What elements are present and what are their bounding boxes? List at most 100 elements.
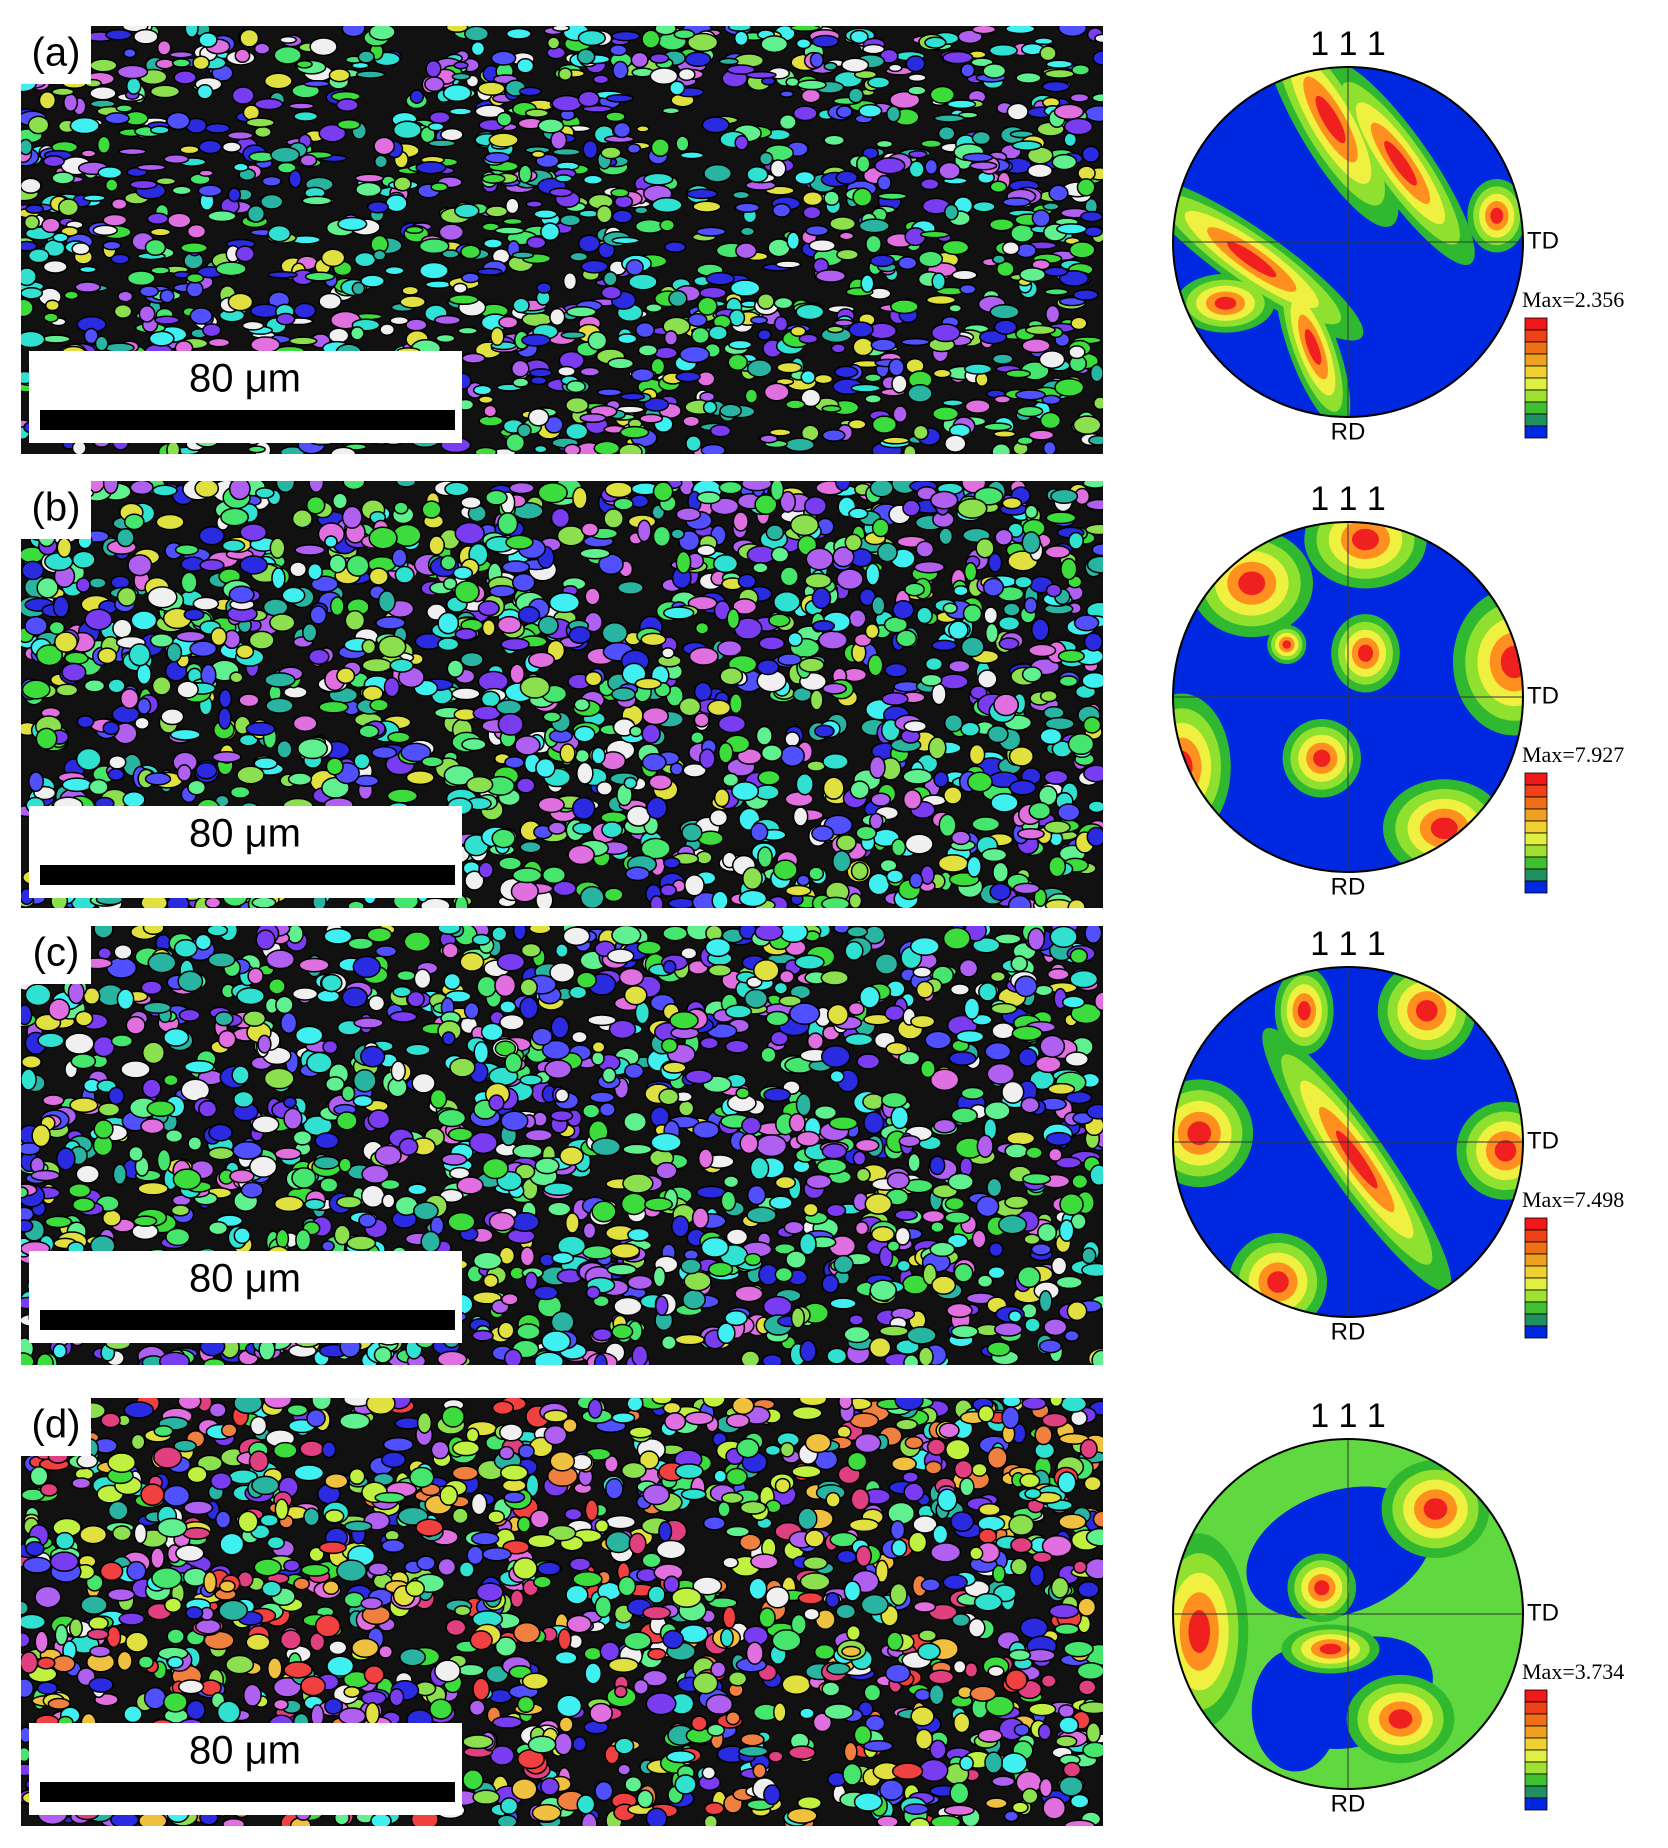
grain [729,279,761,297]
grain [737,573,757,589]
grain [298,957,330,973]
grain [739,226,756,237]
grain [389,315,410,326]
grain [896,1259,912,1273]
grain [56,1147,76,1171]
grain [655,1161,678,1180]
grain [496,111,513,127]
grain [959,283,977,295]
grain [514,735,541,756]
colorbar-step [1524,365,1548,379]
grain [21,560,45,581]
grain [821,428,846,442]
grain [929,85,955,104]
grain [437,637,460,652]
grain [920,139,943,149]
grain [734,134,749,151]
grain [823,61,838,71]
grain [221,141,242,153]
grain [248,630,275,650]
grain [102,213,128,227]
grain [61,662,87,682]
grain [97,647,118,665]
grain [924,656,944,672]
grain [112,1163,128,1186]
grain [778,994,803,1007]
grain [1020,1096,1040,1114]
grain [789,513,820,537]
grain [21,1186,29,1199]
grain [785,399,806,410]
grain [953,584,969,597]
grain [788,1112,806,1133]
grain [140,1118,165,1135]
grain [991,443,1012,454]
grain [684,51,712,67]
grain [112,618,133,639]
grain [832,850,852,873]
grain [551,1251,575,1265]
grain [273,45,302,65]
grain [822,776,845,800]
grain [720,1190,737,1212]
grain [1027,927,1046,951]
grain [554,1088,570,1103]
grain [168,50,194,59]
grain [421,755,444,768]
grain [1021,338,1051,354]
grain [744,388,759,404]
pf-contour [1415,999,1438,1022]
grain [933,770,949,788]
grain [166,111,191,131]
grain [241,320,265,331]
grain [304,271,336,282]
grain [352,1069,377,1093]
grain [624,866,651,882]
grain [918,1346,934,1365]
grain [165,1227,191,1247]
grain [360,1045,386,1068]
grain [519,978,538,997]
grain [699,1036,719,1050]
grain [21,1054,42,1070]
grain [97,1102,121,1117]
grain [441,1031,456,1046]
colorbar-step [1524,401,1548,415]
grain [389,1010,418,1023]
grain [724,1309,748,1327]
grain [336,667,356,685]
grain [384,265,405,276]
grain [1024,1317,1041,1333]
grain [846,926,869,938]
grain [843,1325,871,1344]
grain [440,554,457,571]
grain [82,194,106,202]
grain [495,699,523,716]
grain [591,746,606,765]
grain [886,1240,901,1253]
grain [555,943,569,959]
grain [503,1348,523,1365]
grain [472,1251,503,1271]
grain [750,822,769,842]
grain [848,1314,865,1326]
grain [830,343,846,354]
grain [744,1252,762,1267]
grain [460,272,480,284]
grain [1023,1233,1041,1246]
grain [988,1242,1004,1258]
grain [856,155,871,173]
grain [166,642,183,663]
grain [942,50,974,65]
grain [991,353,1014,365]
grain [822,753,849,771]
grain [611,926,642,946]
grain [772,203,792,218]
grain [366,200,389,214]
grain [451,687,481,701]
grain [21,177,42,194]
grain [352,955,381,979]
grain [527,407,550,427]
grain [210,626,228,647]
grain [264,672,296,688]
